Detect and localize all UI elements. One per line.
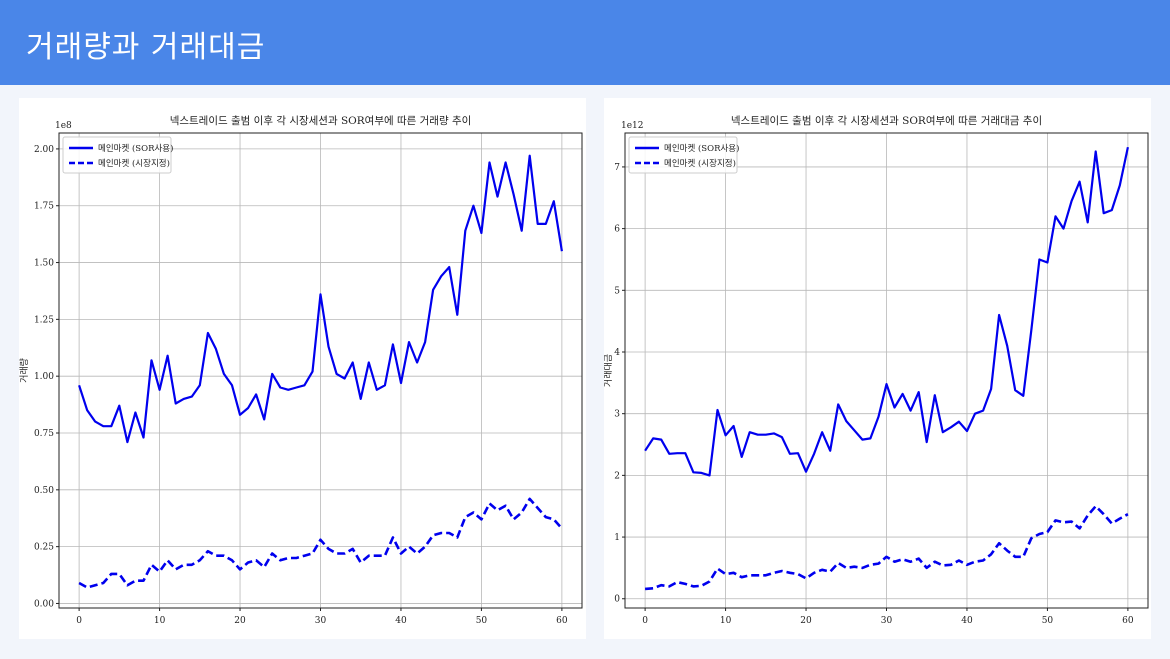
y-tick-label: 5 [614, 286, 620, 296]
x-tick-label: 0 [76, 616, 82, 626]
x-tick-label: 10 [154, 616, 166, 626]
y-tick-label: 6 [614, 225, 620, 235]
y-tick-label: 3 [614, 410, 620, 420]
y-tick-label: 0 [614, 595, 620, 605]
x-tick-label: 40 [395, 616, 407, 626]
chart-panel-volume: 넥스트레이드 출범 이후 각 시장세션과 SOR여부에 따른 거래량 추이 0 10… [19, 98, 586, 639]
y-tick-label: 0.75 [34, 429, 54, 439]
series-line-sor [644, 146, 1129, 477]
slide-title: 거래량과 거래대금 [26, 30, 266, 65]
y-tick-label: 2.00 [34, 145, 54, 155]
y-tick-label: 1.75 [34, 202, 54, 212]
x-tick-label: 60 [1122, 616, 1134, 626]
y-tick-label: 4 [614, 348, 620, 358]
series-line-sor [78, 154, 563, 444]
legend-label: 메인마켓 (시장지정) [98, 158, 170, 169]
y-tick-label: 1.00 [34, 372, 54, 382]
chart-title: 넥스트레이드 출범 이후 각 시장세션과 SOR여부에 따른 거래대금 추이 [731, 115, 1042, 127]
chart-panel-value: 넥스트레이드 출범 이후 각 시장세션과 SOR여부에 따른 거래대금 추이 0 1… [604, 98, 1151, 639]
legend-label: 메인마켓 (SOR사용) [664, 143, 739, 154]
volume-chart: 넥스트레이드 출범 이후 각 시장세션과 SOR여부에 따른 거래량 추이 0 10… [19, 115, 583, 626]
x-tick-label: 60 [556, 616, 568, 626]
x-tick-label: 30 [881, 616, 893, 626]
y-axis-label: 거래대금 [604, 354, 614, 387]
series-line-market-designated [78, 497, 563, 589]
y-tick-label: 0.25 [34, 543, 54, 553]
x-tick-label: 50 [476, 616, 488, 626]
y-tick-label: 7 [614, 163, 620, 173]
legend-label: 메인마켓 (시장지정) [664, 158, 736, 169]
y-tick-label: 1.50 [34, 259, 54, 269]
axis-exponent-label: 1e8 [55, 121, 72, 131]
y-axis-label: 거래량 [19, 358, 30, 383]
x-tick-label: 10 [720, 616, 732, 626]
header-banner: 거래량과 거래대금 [0, 0, 1170, 85]
chart-title: 넥스트레이드 출범 이후 각 시장세션과 SOR여부에 따른 거래량 추이 [170, 115, 472, 127]
x-tick-label: 30 [315, 616, 327, 626]
legend-label: 메인마켓 (SOR사용) [98, 143, 173, 154]
x-tick-label: 0 [642, 616, 648, 626]
y-tick-label: 0.00 [34, 599, 54, 609]
y-tick-label: 1 [614, 533, 620, 543]
series-line-market-designated [645, 504, 1129, 591]
x-tick-label: 50 [1042, 616, 1054, 626]
axis-exponent-label: 1e12 [621, 121, 644, 131]
y-tick-label: 2 [614, 471, 620, 481]
y-tick-label: 0.50 [34, 486, 54, 496]
trading-value-chart: 넥스트레이드 출범 이후 각 시장세션과 SOR여부에 따른 거래대금 추이 0 1… [604, 115, 1149, 626]
y-tick-label: 1.25 [34, 315, 54, 325]
x-tick-label: 20 [800, 616, 812, 626]
x-tick-label: 40 [961, 616, 973, 626]
x-tick-label: 20 [234, 616, 246, 626]
